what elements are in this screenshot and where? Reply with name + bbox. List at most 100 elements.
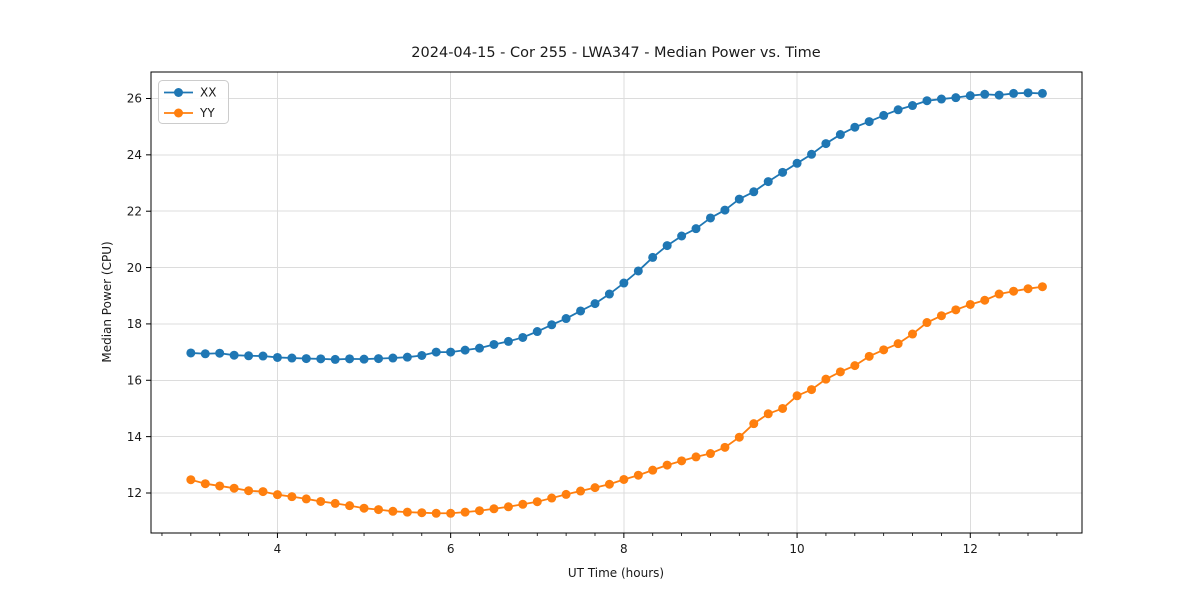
data-point-yy [460,507,470,517]
series-line-xx [190,91,1043,361]
data-point-xx [720,205,730,215]
data-point-yy [778,403,788,413]
data-point-yy [749,419,759,429]
data-point-yy [186,475,196,485]
data-point-yy [359,503,369,513]
data-point-xx [1009,88,1019,98]
data-point-xx [734,194,744,204]
series-line-yy [190,285,1043,515]
data-point-xx [864,117,874,127]
x-tick-label: 6 [447,542,455,556]
y-tick-label: 18 [127,317,142,331]
data-point-yy [662,460,672,470]
data-point-xx [474,343,484,353]
data-point-yy [980,295,990,305]
legend-box [158,80,229,124]
data-point-yy [648,465,658,475]
legend: XX YY [158,80,229,124]
data-point-xx [258,351,268,361]
data-point-xx [330,354,340,364]
data-point-xx [936,94,946,104]
data-point-xx [994,90,1004,100]
x-tick-label: 4 [274,542,282,556]
data-point-yy [850,361,860,371]
data-point-yy [532,497,542,507]
data-point-xx [908,101,918,111]
data-point-yy [1023,284,1033,294]
data-point-yy [561,489,571,499]
data-point-xx [229,350,239,360]
data-point-yy [518,499,528,509]
data-point-yy [200,479,210,489]
data-point-xx [244,351,254,361]
data-point-xx [359,354,369,364]
data-point-yy [547,493,557,503]
data-point-xx [807,149,817,159]
data-point-yy [431,508,441,518]
data-point-xx [705,213,715,223]
data-point-yy [330,498,340,508]
data-point-xx [460,345,470,355]
data-point-xx [561,314,571,324]
data-point-yy [835,367,845,377]
data-point-yy [821,374,831,384]
data-point-yy [720,442,730,452]
data-point-yy [893,339,903,349]
data-point-xx [835,130,845,140]
data-point-yy [763,409,773,419]
plot-area: 4 6 8 10 12 12 14 16 18 20 22 24 26 [127,71,1083,556]
data-point-yy [908,329,918,339]
data-point-xx [186,348,196,358]
legend-marker-xx [174,88,183,97]
legend-item-yy: YY [164,106,215,120]
data-point-yy [705,449,715,459]
data-point-xx [417,350,427,360]
data-point-xx [850,122,860,132]
data-point-yy [388,506,398,516]
x-tick-label: 10 [789,542,804,556]
data-point-yy [691,452,701,462]
y-tick-label: 16 [127,373,142,387]
axes-frame [150,71,1083,534]
data-point-xx [879,110,889,120]
data-point-yy [503,502,513,512]
data-point-yy [965,299,975,309]
data-point-yy [951,305,961,315]
legend-label-yy: YY [199,106,215,120]
data-point-xx [301,354,311,364]
data-point-yy [864,351,874,361]
data-point-yy [1037,282,1047,292]
data-point-xx [792,158,802,168]
data-point-yy [474,506,484,516]
data-point-yy [301,494,311,504]
data-point-xx [662,241,672,251]
legend-label-xx: XX [200,86,216,100]
data-point-xx [633,266,643,276]
data-point-yy [446,508,456,518]
data-point-xx [691,224,701,234]
data-point-xx [345,354,355,364]
legend-marker-yy [174,108,183,118]
data-point-xx [778,167,788,177]
data-point-xx [374,354,384,364]
data-point-yy [576,486,586,496]
x-tick-label: 8 [620,542,628,556]
data-point-yy [936,311,946,321]
y-tick-label: 24 [127,148,142,162]
data-point-xx [677,231,687,241]
data-point-xx [446,347,456,357]
y-tick-label: 12 [127,486,142,500]
data-point-yy [244,486,254,496]
data-point-yy [374,505,384,515]
x-axis-label: UT Time (hours) [568,566,664,580]
data-point-yy [316,496,326,506]
y-tick-label: 14 [127,430,142,444]
data-point-yy [417,508,427,518]
data-point-yy [402,507,412,517]
data-point-xx [965,91,975,101]
data-point-yy [677,456,687,466]
data-point-xx [431,347,441,357]
data-point-yy [287,492,297,502]
